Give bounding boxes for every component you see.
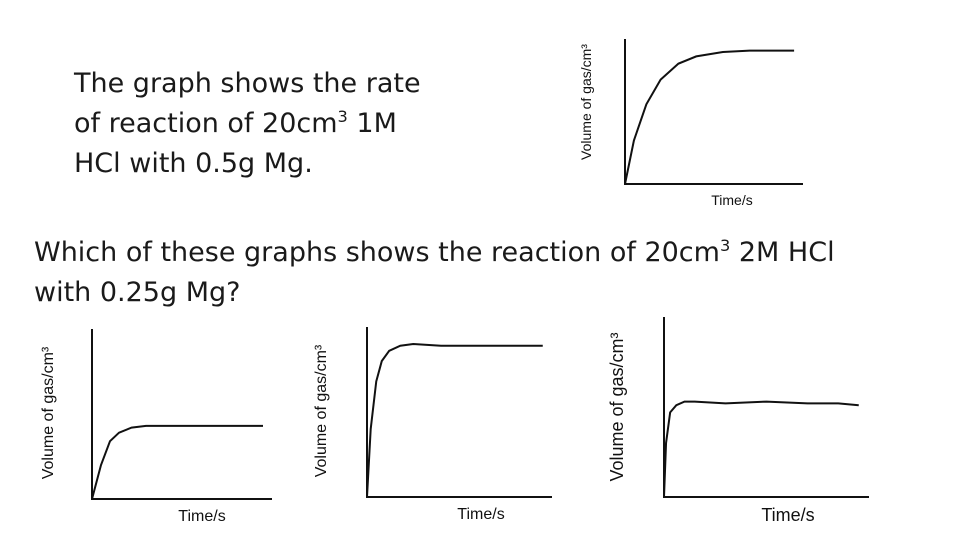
x-axis-label: Time/s <box>457 506 504 523</box>
axis-lines <box>663 317 869 498</box>
option-graph-2: Time/s Volume of gas/cm³ <box>313 327 552 523</box>
axis-lines <box>366 327 552 498</box>
question-line-1-suffix: 2M HCl <box>730 237 835 268</box>
reaction-curve <box>91 424 263 500</box>
x-axis-label: Time/s <box>711 192 752 208</box>
axis-lines <box>624 39 803 185</box>
intro-line-1: The graph shows the rate <box>74 68 421 99</box>
question-line-1-text: Which of these graphs shows the reaction… <box>34 237 720 268</box>
axis-lines <box>91 329 272 500</box>
question-line-1-superscript: 3 <box>719 236 731 255</box>
option-graph-3: Time/s Volume of gas/cm³ <box>607 317 869 525</box>
y-axis-label: Volume of gas/cm³ <box>607 332 627 481</box>
intro-line-2-text: of reaction of 20cm <box>74 108 338 139</box>
y-axis-label: Volume of gas/cm³ <box>313 344 330 477</box>
x-axis-label: Time/s <box>178 508 225 525</box>
question-line-2: with 0.25g Mg? <box>34 277 241 308</box>
x-axis-label: Time/s <box>761 505 814 525</box>
reaction-curve <box>663 400 859 498</box>
intro-line-2-suffix: 1M <box>347 108 397 139</box>
intro-text: The graph shows the rate of reaction of … <box>74 64 421 184</box>
intro-line-3: HCl with 0.5g Mg. <box>74 148 313 179</box>
intro-line-2-superscript: 3 <box>337 107 348 126</box>
question-text: Which of these graphs shows the reaction… <box>34 233 835 313</box>
reference-graph: Time/s Volume of gas/cm³ <box>578 39 803 208</box>
intro-line-2: of reaction of 20cm3 1M <box>74 104 421 144</box>
reaction-curve <box>366 342 543 498</box>
option-graph-1: Time/s Volume of gas/cm³ <box>40 329 272 525</box>
reaction-curve <box>624 49 795 185</box>
y-axis-label: Volume of gas/cm³ <box>578 44 594 160</box>
y-axis-label: Volume of gas/cm³ <box>40 346 57 479</box>
question-line-1: Which of these graphs shows the reaction… <box>34 233 835 273</box>
